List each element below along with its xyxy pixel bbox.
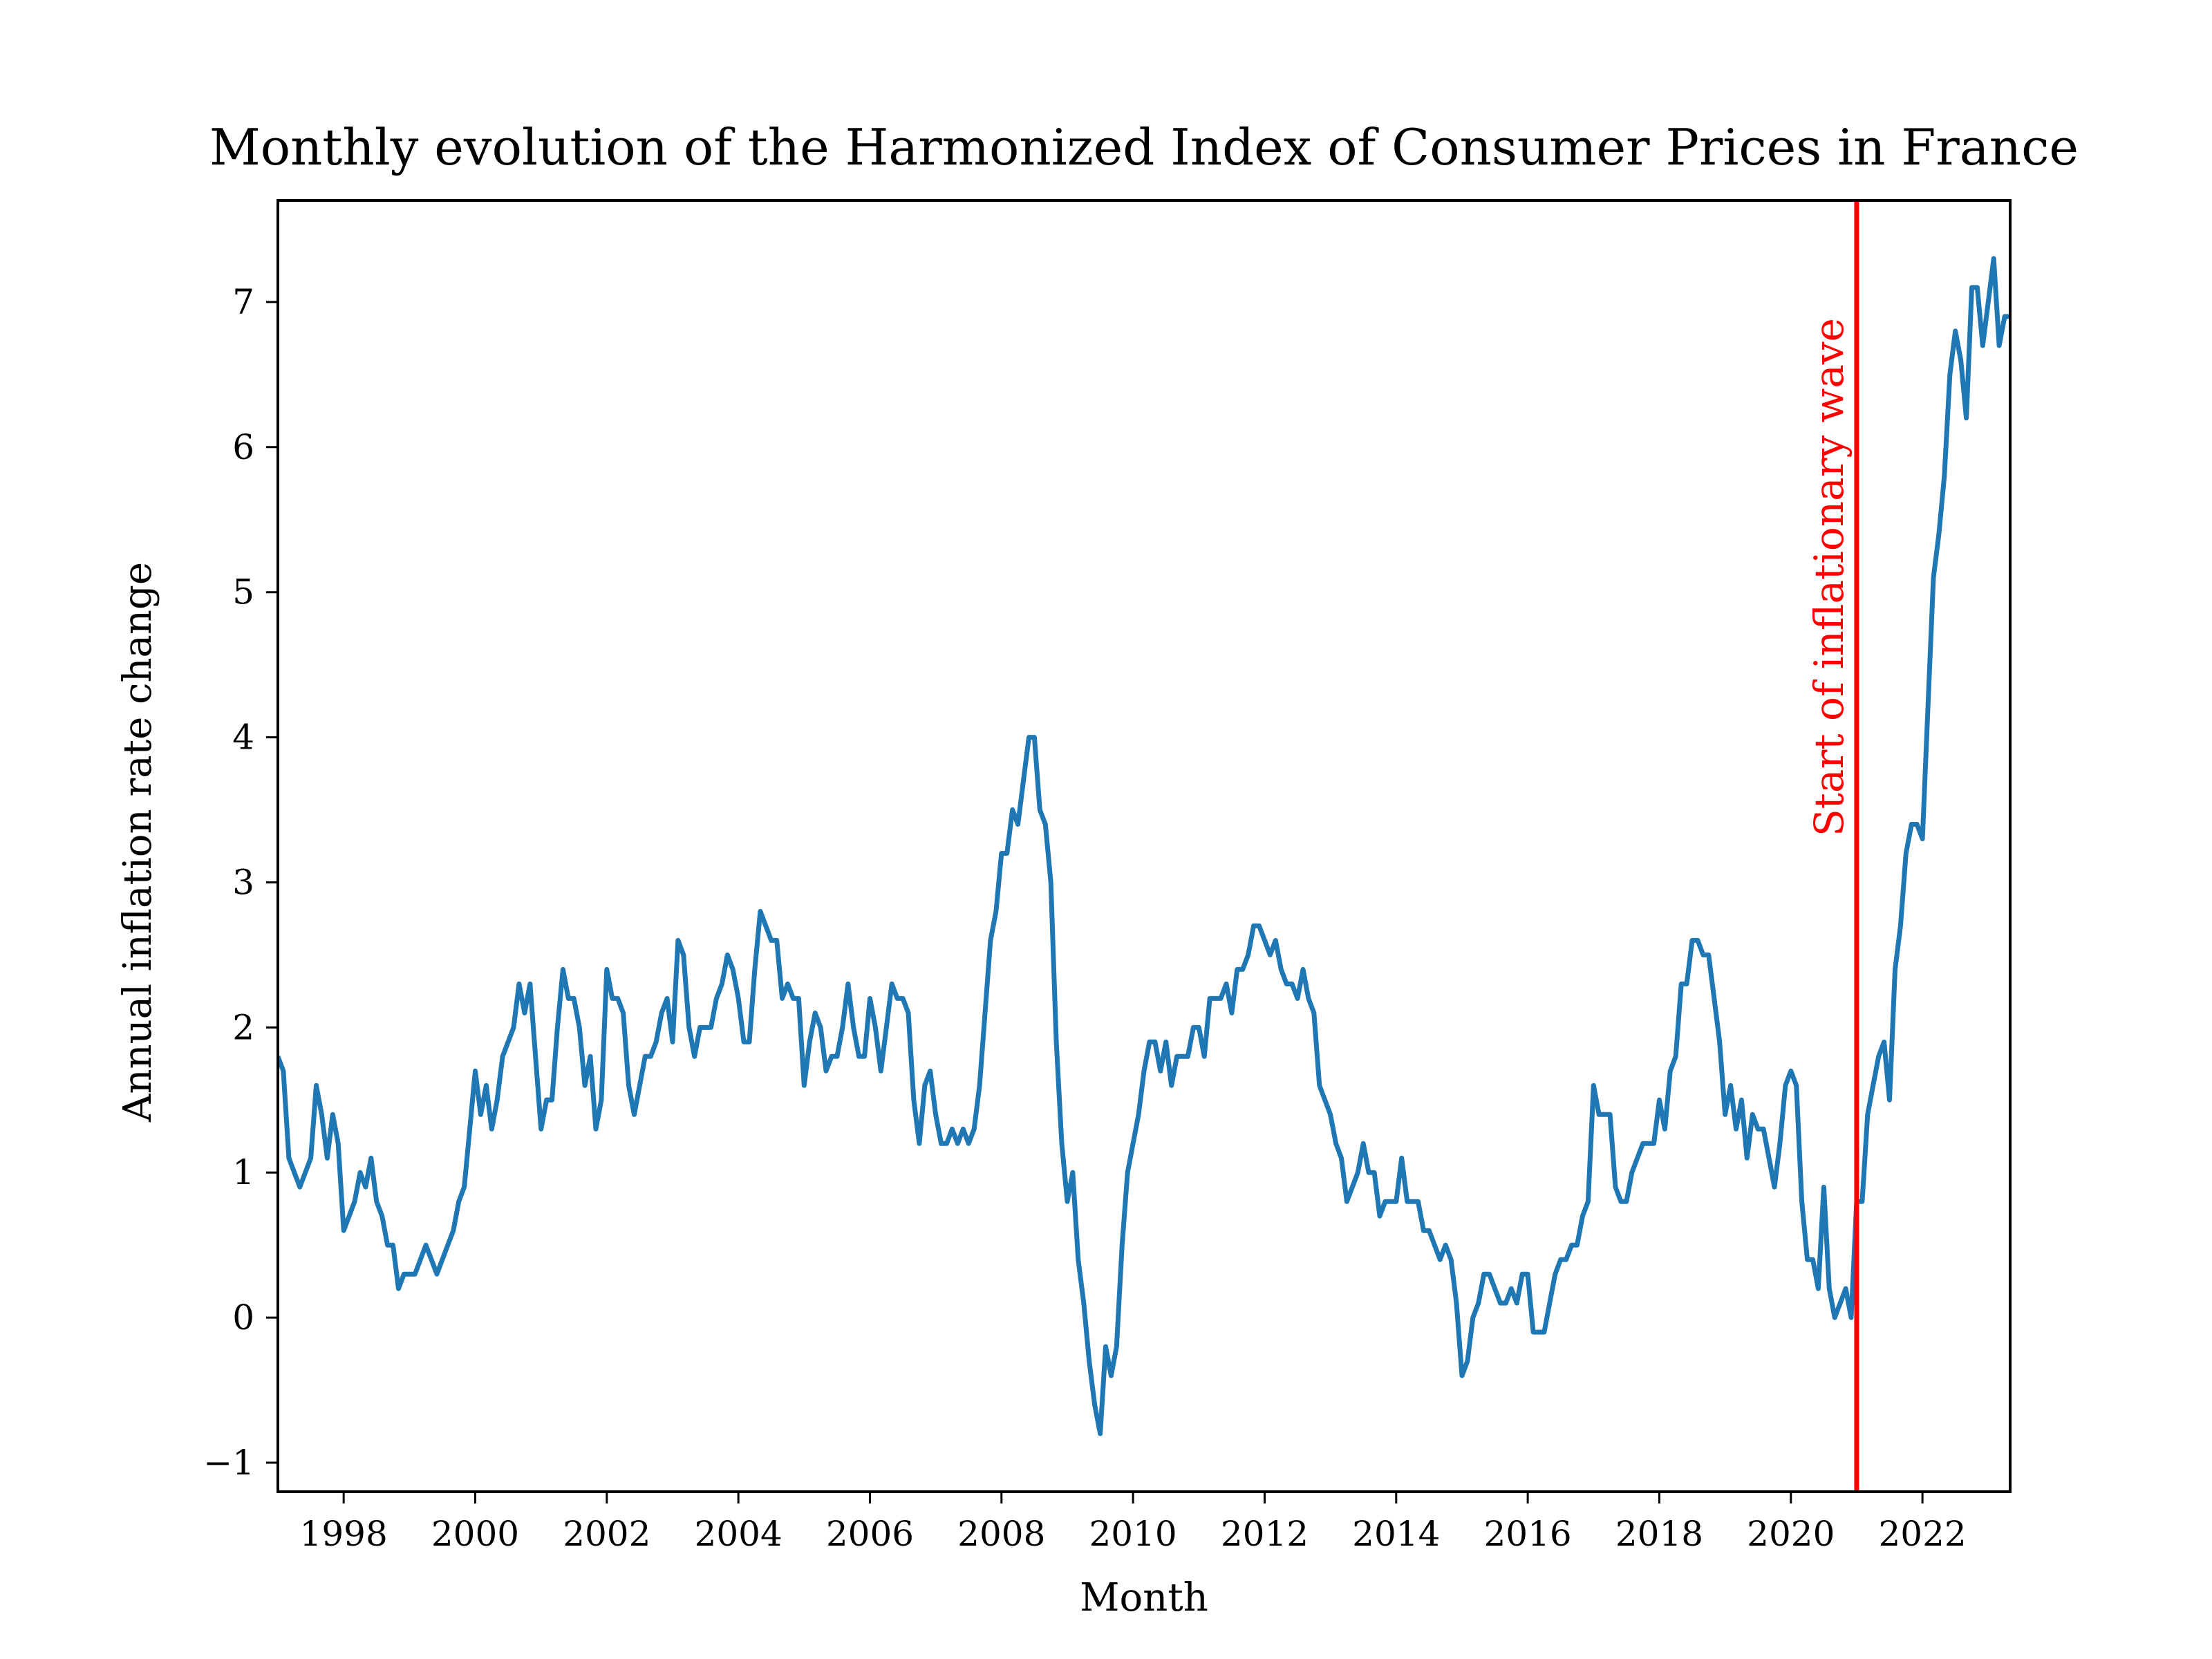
x-tick-label: 2000 xyxy=(431,1514,519,1554)
x-tick-label: 2002 xyxy=(563,1514,650,1554)
chart-title: Monthly evolution of the Harmonized Inde… xyxy=(209,118,2079,176)
y-tick-label: 4 xyxy=(232,718,254,758)
x-axis-title: Month xyxy=(1080,1575,1208,1620)
y-tick-label: 3 xyxy=(232,862,254,902)
x-tick-label: 2020 xyxy=(1747,1514,1835,1554)
plot-frame xyxy=(276,199,2012,1493)
y-tick-label: 6 xyxy=(232,427,254,467)
y-axis-title: Annual inflation rate change xyxy=(115,562,160,1123)
y-tick-label: 7 xyxy=(232,282,254,322)
plot-area: Start of inflationary wave xyxy=(278,200,2010,1492)
y-tick-label: 0 xyxy=(232,1297,254,1338)
x-tick-label: 2004 xyxy=(695,1514,782,1554)
y-axis: −1 0 1 2 3 4 5 6 7 xyxy=(203,282,278,1483)
y-tick-label: 5 xyxy=(232,572,254,612)
annotation-label-0: Start of inflationary wave xyxy=(1806,318,1853,836)
x-tick-label: 2022 xyxy=(1878,1514,1966,1554)
x-tick-label: 2016 xyxy=(1484,1514,1572,1554)
series-line-0 xyxy=(278,256,2010,1436)
x-tick-label: 1998 xyxy=(300,1514,388,1554)
y-tick-label: 2 xyxy=(232,1007,254,1047)
x-tick-label: 2018 xyxy=(1615,1514,1703,1554)
x-tick-label: 2006 xyxy=(826,1514,914,1554)
x-axis: 1998 2000 2002 2004 2006 2008 2010 2012 2014 2016… xyxy=(300,1492,1967,1554)
x-tick-label: 2012 xyxy=(1221,1514,1309,1554)
y-tick-label: −1 xyxy=(203,1443,254,1483)
x-tick-label: 2010 xyxy=(1089,1514,1177,1554)
x-tick-label: 2008 xyxy=(957,1514,1045,1554)
x-tick-label: 2014 xyxy=(1352,1514,1440,1554)
y-tick-label: 1 xyxy=(232,1152,254,1192)
